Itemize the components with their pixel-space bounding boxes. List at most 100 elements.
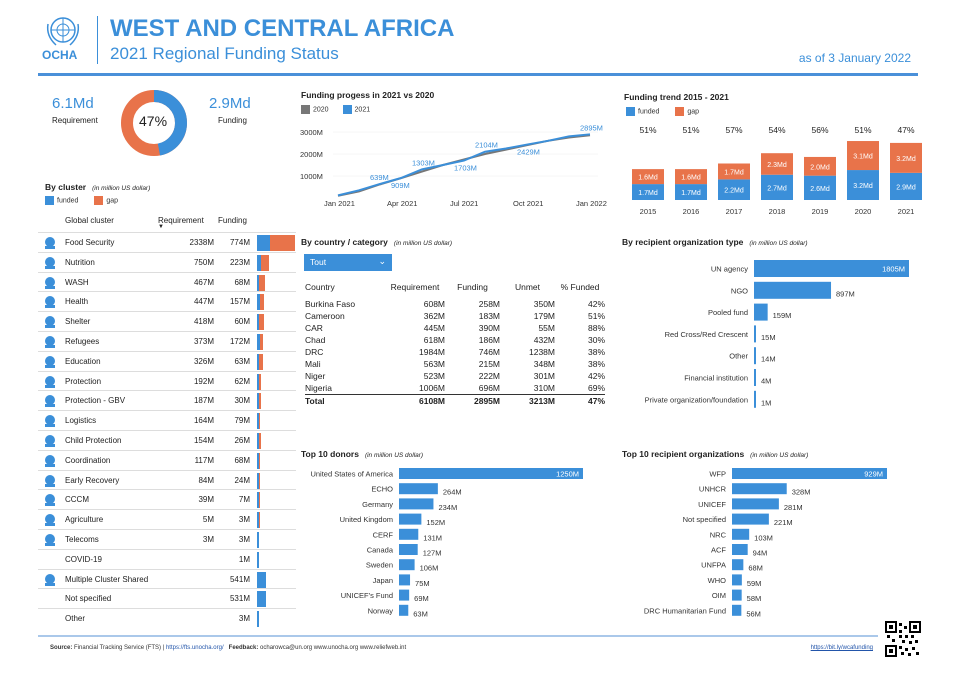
- trend-legend-gap-label: gap: [687, 108, 700, 116]
- bar-category-label: WHO: [708, 576, 726, 585]
- country-row[interactable]: Cameroon 362M 183M 179M 51%: [305, 310, 605, 322]
- trend-percent-label: 51%: [682, 125, 699, 135]
- progress-x-tick: Jan 2022: [576, 199, 607, 208]
- trend-year-label: 2017: [726, 207, 743, 216]
- cluster-funded-bar: [257, 492, 259, 509]
- cluster-row[interactable]: Not specified 531M: [38, 588, 296, 608]
- bar-category-label: OIM: [712, 591, 726, 600]
- cluster-row[interactable]: Coordination 117M 68M: [38, 449, 296, 470]
- country-unit-note: (in million US dollar): [393, 240, 453, 247]
- page-title: WEST AND CENTRAL AFRICA: [110, 15, 455, 42]
- qr-code-icon[interactable]: [885, 621, 921, 657]
- bar-value-label: 103M: [754, 533, 773, 542]
- legend-2021-swatch: [342, 105, 352, 114]
- cluster-row[interactable]: Health 447M 157M: [38, 291, 296, 311]
- bar-value-label: 159M: [773, 311, 792, 320]
- bar: [399, 528, 419, 540]
- country-cell: 55M: [538, 323, 555, 333]
- country-cell: 618M: [423, 335, 445, 345]
- cluster-row[interactable]: Early Recovery 84M 24M: [38, 469, 296, 490]
- legend-gap-swatch: [94, 196, 104, 205]
- bar-value-label: 127M: [423, 549, 442, 558]
- cluster-name: Multiple Cluster Shared: [65, 574, 149, 584]
- country-row[interactable]: Mali 563M 215M 348M 38%: [305, 358, 605, 370]
- country-cell: 523M: [423, 371, 445, 381]
- country-cell: 30%: [587, 335, 605, 345]
- footer-rule: [38, 635, 878, 637]
- cluster-row[interactable]: Multiple Cluster Shared 541M: [38, 568, 296, 589]
- country-cell: CAR: [305, 323, 323, 333]
- country-col-header[interactable]: Funding: [457, 282, 488, 292]
- cluster-funding: 30M: [234, 396, 250, 406]
- country-col-header[interactable]: Country: [305, 282, 335, 292]
- bar-value-label: 234M: [438, 503, 457, 512]
- col-header-requirement[interactable]: Requirement ▼: [158, 216, 204, 230]
- cluster-row[interactable]: CCCM 39M 7M: [38, 489, 296, 509]
- country-cell: 301M: [533, 371, 555, 381]
- cccm-icon: [42, 493, 58, 507]
- progress-x-tick: Oct 2021: [513, 199, 543, 208]
- bar-value-label: 63M: [413, 609, 428, 618]
- cluster-row[interactable]: Education 326M 63M: [38, 350, 296, 371]
- short-link[interactable]: https://bit.ly/wcafunding: [810, 645, 873, 651]
- bar-value-label: 1M: [761, 398, 771, 407]
- country-total-row: Total 6108M 2895M 3213M 47%: [305, 394, 605, 408]
- country-cell: 2895M: [474, 396, 500, 406]
- cluster-row[interactable]: Telecoms 3M 3M: [38, 529, 296, 549]
- footer-source: Source: Financial Tracking Service (FTS)…: [50, 645, 406, 651]
- bar-category-label: Not specified: [683, 515, 726, 524]
- country-cell: 47%: [587, 396, 605, 406]
- country-cell: 38%: [587, 359, 605, 369]
- bar-category-label: Japan: [373, 576, 393, 585]
- cluster-funded-bar: [257, 472, 259, 489]
- country-cell: 183M: [478, 311, 500, 321]
- cluster-gap-bar: [258, 472, 260, 489]
- bar: [754, 325, 756, 343]
- cluster-row[interactable]: Nutrition 750M 223M: [38, 251, 296, 272]
- cluster-name: WASH: [65, 277, 89, 287]
- cluster-row[interactable]: COVID-19 1M: [38, 548, 296, 569]
- cluster-row[interactable]: Other 3M: [38, 608, 296, 628]
- trend-percent-label: 56%: [811, 125, 828, 135]
- bar: [399, 589, 410, 601]
- trend-funded-bar: [890, 172, 922, 200]
- country-row[interactable]: Burkina Faso 608M 258M 350M 42%: [305, 298, 605, 310]
- country-row[interactable]: Niger 523M 222M 301M 42%: [305, 370, 605, 382]
- cluster-gap-bar: [258, 512, 260, 529]
- trend-funded-bar: [761, 174, 793, 200]
- cluster-funding: 223M: [229, 257, 250, 267]
- trend-gap-label: 2.3Md: [767, 162, 787, 169]
- cluster-row[interactable]: Refugees 373M 172M: [38, 331, 296, 351]
- country-col-header[interactable]: Unmet: [514, 282, 541, 292]
- progress-y-tick: 2000M: [300, 150, 323, 159]
- cluster-row[interactable]: WASH 467M 68M: [38, 271, 296, 292]
- trend-percent-label: 57%: [725, 125, 742, 135]
- cluster-row[interactable]: Logistics 164M 79M: [38, 410, 296, 430]
- cluster-funded-bar: [257, 353, 259, 370]
- cluster-row[interactable]: Food Security 2338M 774M: [38, 232, 296, 252]
- country-row[interactable]: Nigeria 1006M 696M 310M 69%: [305, 382, 605, 395]
- trend-funded-label: 1.7Md: [638, 190, 658, 197]
- country-row[interactable]: DRC 1984M 746M 1238M 38%: [305, 346, 605, 358]
- col-header-requirement-text: Requirement: [158, 216, 204, 225]
- fts-link[interactable]: https://fts.unocha.org/: [165, 645, 224, 651]
- country-category-dropdown[interactable]: Tout ⌄: [304, 254, 392, 271]
- cluster-requirement: 154M: [193, 436, 214, 445]
- country-col-header[interactable]: % Funded: [560, 282, 600, 292]
- cluster-name: Health: [65, 297, 89, 307]
- cluster-row[interactable]: Shelter 418M 60M: [38, 311, 296, 331]
- country-row[interactable]: Chad 618M 186M 432M 30%: [305, 334, 605, 346]
- cluster-funding: 157M: [229, 297, 250, 307]
- cluster-name: Shelter: [65, 317, 91, 327]
- cluster-legend: funded gap: [45, 196, 118, 205]
- source-text: Financial Tracking Service (FTS) |: [74, 645, 165, 651]
- country-row[interactable]: CAR 445M 390M 55M 88%: [305, 322, 605, 334]
- trend-percent-label: 51%: [639, 125, 656, 135]
- cluster-row[interactable]: Protection 192M 62M: [38, 370, 296, 391]
- cluster-row[interactable]: Agriculture 5M 3M: [38, 509, 296, 529]
- cluster-row[interactable]: Child Protection 154M 26M: [38, 430, 296, 450]
- country-col-header[interactable]: Requirement: [390, 282, 440, 292]
- telecoms-icon: [42, 533, 58, 547]
- cluster-row[interactable]: Protection - GBV 187M 30M: [38, 390, 296, 410]
- cluster-name: Nutrition: [65, 257, 95, 267]
